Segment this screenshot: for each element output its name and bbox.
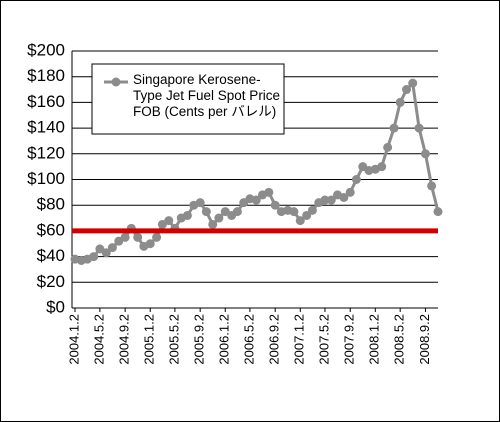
- y-tick-label: $20: [37, 272, 65, 291]
- data-point: [152, 232, 162, 242]
- data-point: [326, 195, 336, 205]
- y-tick-label: $80: [37, 195, 65, 214]
- legend-swatch-point: [111, 77, 121, 87]
- x-tick-label: 2005.1.2: [142, 314, 157, 365]
- x-tick-label: 2007.1.2: [292, 314, 307, 365]
- legend-label: Singapore Kerosene-Type Jet Fuel Spot Pr…: [133, 72, 281, 119]
- data-point: [289, 207, 299, 217]
- x-tick-label: 2004.9.2: [117, 314, 132, 365]
- y-tick-label: $100: [27, 169, 65, 188]
- legend-box: [91, 63, 285, 135]
- data-point: [89, 252, 99, 262]
- data-point: [408, 78, 418, 88]
- data-point: [201, 207, 211, 217]
- x-tick-label: 2006.5.2: [241, 314, 256, 365]
- data-point: [251, 195, 261, 205]
- x-tick-label: 2004.1.2: [66, 314, 81, 365]
- data-point: [433, 207, 443, 217]
- data-point: [182, 210, 192, 220]
- data-point: [414, 123, 424, 133]
- data-point: [320, 195, 330, 205]
- data-point: [270, 200, 280, 210]
- y-tick-label: $140: [27, 118, 65, 137]
- x-tick-label: 2008.1.2: [367, 314, 382, 365]
- x-tick-label: 2004.5.2: [91, 314, 106, 365]
- data-point: [420, 149, 430, 159]
- x-tick-label: 2005.9.2: [192, 314, 207, 365]
- y-tick-label: $200: [27, 40, 65, 59]
- data-point: [307, 205, 317, 215]
- data-point: [339, 192, 349, 202]
- data-point: [395, 97, 405, 107]
- data-point: [351, 175, 361, 184]
- data-point: [427, 181, 437, 191]
- x-tick-label: 2008.9.2: [417, 314, 432, 365]
- y-tick-label: $60: [37, 220, 65, 239]
- data-point: [214, 213, 224, 223]
- x-tick-label: 2006.9.2: [267, 314, 282, 365]
- y-tick-label: $120: [27, 143, 65, 162]
- data-point: [164, 216, 174, 226]
- data-point: [232, 207, 242, 217]
- data-point: [133, 232, 143, 242]
- data-point: [383, 142, 393, 152]
- data-point: [120, 232, 130, 242]
- data-point: [389, 123, 399, 133]
- x-tick-label: 2005.5.2: [166, 314, 181, 365]
- x-tick-label: 2008.5.2: [392, 314, 407, 365]
- y-tick-label: $160: [27, 92, 65, 111]
- data-point: [145, 239, 155, 249]
- x-tick-label: 2006.1.2: [217, 314, 232, 365]
- data-point: [377, 162, 387, 172]
- data-point: [208, 219, 218, 229]
- data-point: [345, 187, 355, 197]
- data-point: [195, 198, 205, 208]
- y-tick-label: $180: [27, 66, 65, 85]
- x-tick-label: 2007.5.2: [316, 314, 331, 365]
- data-point: [101, 248, 111, 258]
- data-point: [295, 216, 305, 226]
- y-tick-label: $40: [37, 246, 65, 265]
- x-tick-label: 2007.9.2: [342, 314, 357, 365]
- y-tick-label: $0: [46, 297, 65, 316]
- data-point: [264, 187, 274, 197]
- data-point: [107, 243, 117, 253]
- data-point: [302, 210, 312, 220]
- data-point: [402, 85, 412, 95]
